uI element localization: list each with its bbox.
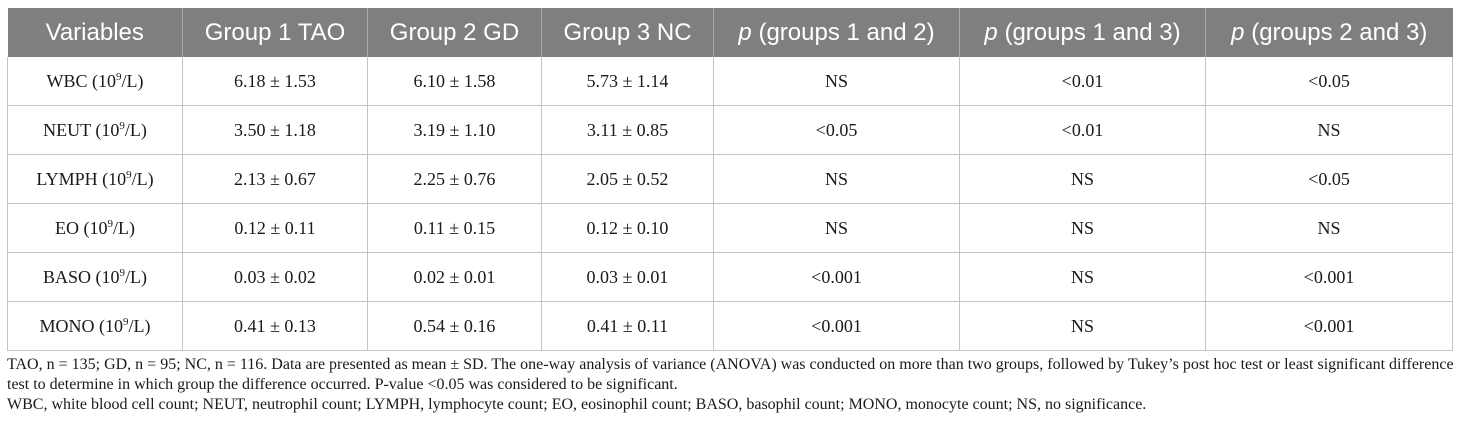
cell-variable: BASO (109/L) bbox=[7, 252, 183, 302]
cell-p-2-3: NS bbox=[1205, 203, 1453, 253]
cell-variable: NEUT (109/L) bbox=[7, 105, 183, 155]
cell-group-2: 0.02 ± 0.01 bbox=[367, 252, 542, 302]
table-footnotes: TAO, n = 135; GD, n = 95; NC, n = 116. D… bbox=[7, 355, 1455, 415]
cell-p-1-3: NS bbox=[959, 203, 1206, 253]
cell-p-1-3: NS bbox=[959, 154, 1206, 204]
cell-group-3: 0.41 ± 0.11 bbox=[541, 301, 714, 351]
results-table-container: Variables Group 1 TAO Group 2 GD Group 3… bbox=[7, 8, 1453, 351]
results-table: Variables Group 1 TAO Group 2 GD Group 3… bbox=[7, 8, 1453, 351]
cell-group-2: 0.11 ± 0.15 bbox=[367, 203, 542, 253]
cell-p-1-2: <0.001 bbox=[713, 301, 960, 351]
cell-variable: MONO (109/L) bbox=[7, 301, 183, 351]
table-row: WBC (109/L) 6.18 ± 1.53 6.10 ± 1.58 5.73… bbox=[7, 57, 1453, 106]
cell-group-3: 0.03 ± 0.01 bbox=[541, 252, 714, 302]
cell-p-2-3: NS bbox=[1205, 105, 1453, 155]
cell-p-1-2: <0.001 bbox=[713, 252, 960, 302]
cell-group-2: 3.19 ± 1.10 bbox=[367, 105, 542, 155]
cell-p-1-2: NS bbox=[713, 203, 960, 253]
cell-variable: EO (109/L) bbox=[7, 203, 183, 253]
cell-p-2-3: <0.05 bbox=[1205, 57, 1453, 106]
header-p-groups-1-3: p (groups 1 and 3) bbox=[959, 8, 1206, 57]
cell-group-1: 2.13 ± 0.67 bbox=[182, 154, 368, 204]
table-header: Variables Group 1 TAO Group 2 GD Group 3… bbox=[7, 8, 1453, 57]
cell-group-1: 0.03 ± 0.02 bbox=[182, 252, 368, 302]
cell-p-1-3: <0.01 bbox=[959, 105, 1206, 155]
cell-group-2: 0.54 ± 0.16 bbox=[367, 301, 542, 351]
cell-group-1: 6.18 ± 1.53 bbox=[182, 57, 368, 106]
cell-p-1-3: NS bbox=[959, 301, 1206, 351]
header-variables: Variables bbox=[7, 8, 183, 57]
cell-group-3: 2.05 ± 0.52 bbox=[541, 154, 714, 204]
cell-group-2: 6.10 ± 1.58 bbox=[367, 57, 542, 106]
header-p-groups-2-3: p (groups 2 and 3) bbox=[1205, 8, 1453, 57]
table-row: MONO (109/L) 0.41 ± 0.13 0.54 ± 0.16 0.4… bbox=[7, 301, 1453, 351]
cell-group-1: 0.12 ± 0.11 bbox=[182, 203, 368, 253]
table-body: WBC (109/L) 6.18 ± 1.53 6.10 ± 1.58 5.73… bbox=[7, 57, 1453, 351]
cell-p-1-2: NS bbox=[713, 154, 960, 204]
cell-group-2: 2.25 ± 0.76 bbox=[367, 154, 542, 204]
cell-p-1-3: <0.01 bbox=[959, 57, 1206, 106]
cell-p-2-3: <0.001 bbox=[1205, 301, 1453, 351]
cell-p-2-3: <0.001 bbox=[1205, 252, 1453, 302]
table-row: BASO (109/L) 0.03 ± 0.02 0.02 ± 0.01 0.0… bbox=[7, 252, 1453, 302]
cell-p-1-2: <0.05 bbox=[713, 105, 960, 155]
cell-group-1: 3.50 ± 1.18 bbox=[182, 105, 368, 155]
cell-group-3: 5.73 ± 1.14 bbox=[541, 57, 714, 106]
footnote-abbreviations: WBC, white blood cell count; NEUT, neutr… bbox=[7, 396, 1147, 413]
cell-variable: LYMPH (109/L) bbox=[7, 154, 183, 204]
header-group-2-gd: Group 2 GD bbox=[367, 8, 542, 57]
header-row: Variables Group 1 TAO Group 2 GD Group 3… bbox=[7, 8, 1453, 57]
table-row: EO (109/L) 0.12 ± 0.11 0.11 ± 0.15 0.12 … bbox=[7, 203, 1453, 253]
header-group-1-tao: Group 1 TAO bbox=[182, 8, 368, 57]
cell-p-1-2: NS bbox=[713, 57, 960, 106]
cell-group-1: 0.41 ± 0.13 bbox=[182, 301, 368, 351]
footnote-sample-sizes: TAO, n = 135; GD, n = 95; NC, n = 116. D… bbox=[7, 356, 1454, 393]
cell-group-3: 0.12 ± 0.10 bbox=[541, 203, 714, 253]
header-p-groups-1-2: p (groups 1 and 2) bbox=[713, 8, 960, 57]
cell-group-3: 3.11 ± 0.85 bbox=[541, 105, 714, 155]
header-group-3-nc: Group 3 NC bbox=[541, 8, 714, 57]
cell-variable: WBC (109/L) bbox=[7, 57, 183, 106]
table-row: NEUT (109/L) 3.50 ± 1.18 3.19 ± 1.10 3.1… bbox=[7, 105, 1453, 155]
cell-p-1-3: NS bbox=[959, 252, 1206, 302]
table-row: LYMPH (109/L) 2.13 ± 0.67 2.25 ± 0.76 2.… bbox=[7, 154, 1453, 204]
cell-p-2-3: <0.05 bbox=[1205, 154, 1453, 204]
